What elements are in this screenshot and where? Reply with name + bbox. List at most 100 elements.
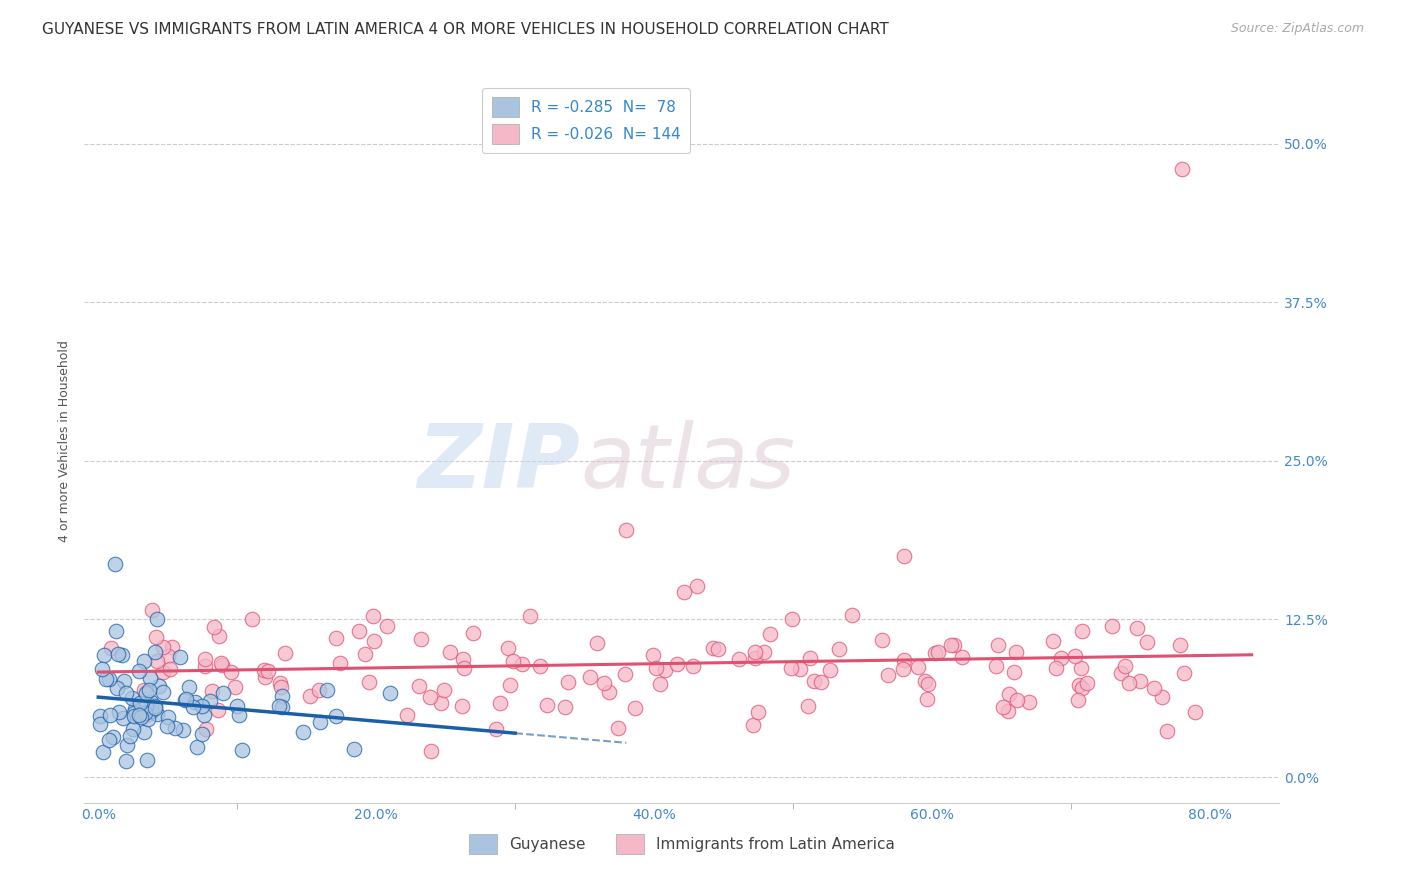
Text: GUYANESE VS IMMIGRANTS FROM LATIN AMERICA 4 OR MORE VEHICLES IN HOUSEHOLD CORREL: GUYANESE VS IMMIGRANTS FROM LATIN AMERIC… — [42, 22, 889, 37]
Point — [536, 698, 558, 712]
Point — [328, 656, 350, 670]
Point — [135, 686, 157, 700]
Point — [408, 679, 430, 693]
Point — [433, 682, 456, 697]
Point — [593, 675, 616, 690]
Point — [451, 652, 474, 666]
Point — [184, 695, 207, 709]
Point — [271, 689, 294, 703]
Point — [614, 523, 637, 537]
Point — [780, 661, 803, 675]
Point — [190, 699, 212, 714]
Point — [1129, 673, 1152, 688]
Point — [686, 579, 709, 593]
Point — [363, 633, 385, 648]
Point — [152, 685, 174, 699]
Point — [747, 705, 769, 719]
Point — [641, 648, 664, 663]
Point — [146, 707, 169, 722]
Point — [987, 639, 1010, 653]
Point — [796, 699, 818, 714]
Point — [803, 673, 825, 688]
Point — [512, 657, 534, 671]
Point — [135, 699, 157, 714]
Point — [1067, 678, 1090, 692]
Point — [194, 658, 217, 673]
Point — [1126, 621, 1149, 635]
Point — [254, 670, 277, 684]
Point — [1143, 681, 1166, 695]
Point — [986, 659, 1008, 673]
Point — [1136, 635, 1159, 649]
Point — [120, 729, 142, 743]
Point — [461, 625, 484, 640]
Point — [174, 692, 197, 706]
Point — [141, 695, 163, 709]
Point — [112, 674, 135, 689]
Point — [228, 707, 250, 722]
Point — [378, 686, 401, 700]
Point — [93, 648, 115, 662]
Point — [789, 662, 811, 676]
Point — [224, 680, 246, 694]
Point — [134, 725, 156, 739]
Point — [1045, 661, 1067, 675]
Point — [134, 654, 156, 668]
Point — [914, 673, 936, 688]
Point — [240, 612, 263, 626]
Point — [1064, 648, 1087, 663]
Point — [124, 701, 146, 715]
Point — [94, 673, 117, 687]
Point — [221, 665, 243, 679]
Point — [107, 647, 129, 661]
Text: atlas: atlas — [581, 420, 796, 507]
Point — [104, 558, 127, 572]
Point — [759, 626, 782, 640]
Point — [810, 675, 832, 690]
Point — [179, 680, 201, 694]
Point — [1109, 665, 1132, 680]
Point — [665, 657, 688, 671]
Point — [485, 723, 508, 737]
Point — [744, 650, 766, 665]
Point — [893, 549, 915, 563]
Point — [181, 699, 204, 714]
Point — [1042, 634, 1064, 648]
Point — [907, 660, 929, 674]
Point — [129, 696, 152, 710]
Point — [91, 662, 114, 676]
Point — [1002, 665, 1025, 679]
Point — [672, 585, 695, 599]
Point — [870, 633, 893, 648]
Point — [98, 672, 121, 686]
Point — [107, 705, 129, 719]
Point — [502, 654, 524, 668]
Point — [682, 659, 704, 673]
Point — [361, 608, 384, 623]
Point — [780, 612, 803, 626]
Point — [343, 742, 366, 756]
Point — [145, 630, 167, 644]
Point — [274, 646, 297, 660]
Point — [1173, 666, 1195, 681]
Point — [98, 708, 121, 723]
Point — [586, 636, 609, 650]
Point — [207, 703, 229, 717]
Point — [162, 640, 184, 654]
Point — [186, 740, 208, 755]
Point — [395, 707, 418, 722]
Point — [105, 681, 128, 695]
Point — [353, 647, 375, 661]
Point — [439, 645, 461, 659]
Point — [148, 679, 170, 693]
Point — [419, 690, 441, 704]
Point — [702, 641, 724, 656]
Point — [145, 612, 167, 626]
Point — [122, 709, 145, 723]
Point — [316, 683, 339, 698]
Point — [488, 696, 510, 710]
Point — [231, 743, 253, 757]
Point — [174, 691, 197, 706]
Point — [727, 652, 749, 666]
Point — [132, 683, 155, 698]
